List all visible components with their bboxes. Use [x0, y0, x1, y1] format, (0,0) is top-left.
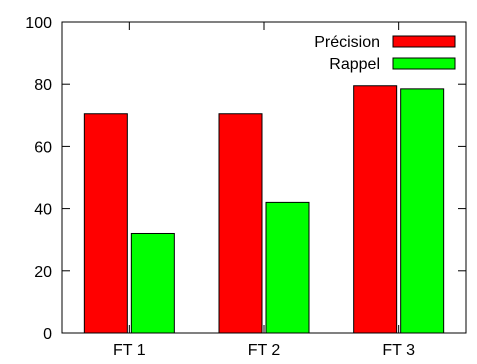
- y-tick-label: 40: [34, 202, 52, 219]
- y-tick-label: 80: [34, 77, 52, 94]
- y-axis-ticks: 0 20 40 60 80 100: [25, 15, 466, 343]
- bar-precision-1: [83, 113, 128, 334]
- x-tick-label: FT 2: [248, 342, 281, 359]
- legend-swatch: [392, 35, 456, 48]
- bar-precision-2: [218, 113, 263, 334]
- bar-precision-3: [353, 85, 398, 334]
- legend-label: Rappel: [329, 56, 380, 73]
- y-tick-label: 100: [25, 15, 52, 32]
- bar-rappel-2: [265, 201, 310, 334]
- x-tick-label: FT 3: [382, 342, 415, 359]
- y-tick-label: 60: [34, 139, 52, 156]
- plot-frame: [61, 21, 467, 334]
- y-tick-label: 0: [43, 326, 52, 343]
- y-tick-label: 20: [34, 264, 52, 281]
- x-axis-labels: FT 1 FT 2 FT 3: [113, 22, 415, 359]
- legend-label: Précision: [314, 34, 380, 51]
- x-tick-label: FT 1: [113, 342, 146, 359]
- bar-rappel-3: [400, 88, 445, 334]
- bar-rappel-1: [130, 232, 175, 334]
- legend: Précision Rappel: [314, 34, 456, 73]
- legend-swatch: [392, 57, 456, 70]
- bars: [83, 85, 445, 334]
